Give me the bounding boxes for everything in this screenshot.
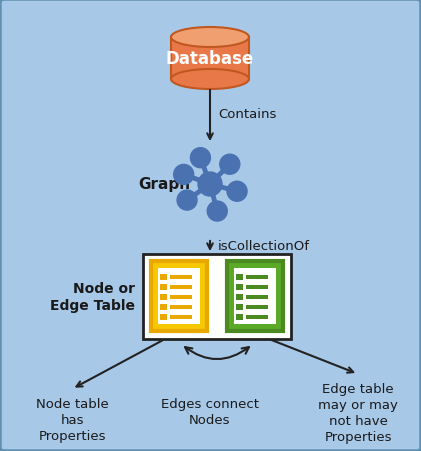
Bar — [170, 276, 192, 279]
Bar — [170, 315, 192, 319]
Bar — [160, 285, 167, 290]
Bar — [236, 285, 243, 290]
FancyBboxPatch shape — [227, 262, 283, 331]
Bar — [170, 305, 192, 309]
Text: Edges connect
Nodes: Edges connect Nodes — [161, 397, 259, 426]
FancyBboxPatch shape — [234, 268, 276, 324]
Circle shape — [174, 165, 194, 185]
Bar — [246, 285, 268, 290]
Circle shape — [220, 155, 240, 175]
Bar — [246, 315, 268, 319]
FancyBboxPatch shape — [143, 254, 291, 339]
Bar — [236, 274, 243, 281]
Circle shape — [177, 191, 197, 211]
Bar — [236, 314, 243, 320]
Circle shape — [190, 148, 210, 168]
Text: Node or
Edge Table: Node or Edge Table — [50, 281, 135, 313]
Circle shape — [207, 202, 227, 221]
Text: Contains: Contains — [218, 108, 276, 121]
FancyBboxPatch shape — [171, 38, 249, 80]
Bar — [160, 314, 167, 320]
Bar — [246, 305, 268, 309]
Ellipse shape — [171, 28, 249, 48]
Bar — [236, 304, 243, 310]
Bar — [160, 274, 167, 281]
Text: Edge table
may or may
not have
Properties: Edge table may or may not have Propertie… — [318, 382, 398, 443]
Bar — [246, 295, 268, 299]
Bar — [170, 285, 192, 290]
Bar — [170, 295, 192, 299]
Ellipse shape — [171, 70, 249, 90]
Circle shape — [198, 173, 222, 197]
Text: isCollectionOf: isCollectionOf — [218, 240, 310, 253]
Bar — [160, 295, 167, 300]
Circle shape — [227, 182, 247, 202]
FancyArrowPatch shape — [185, 347, 249, 359]
Bar — [160, 304, 167, 310]
Bar — [236, 295, 243, 300]
FancyBboxPatch shape — [158, 268, 200, 324]
Bar — [246, 276, 268, 279]
FancyBboxPatch shape — [151, 262, 207, 331]
Text: Graph: Graph — [138, 177, 190, 192]
Text: Database: Database — [166, 50, 254, 68]
Text: Node table
has
Properties: Node table has Properties — [36, 397, 108, 442]
